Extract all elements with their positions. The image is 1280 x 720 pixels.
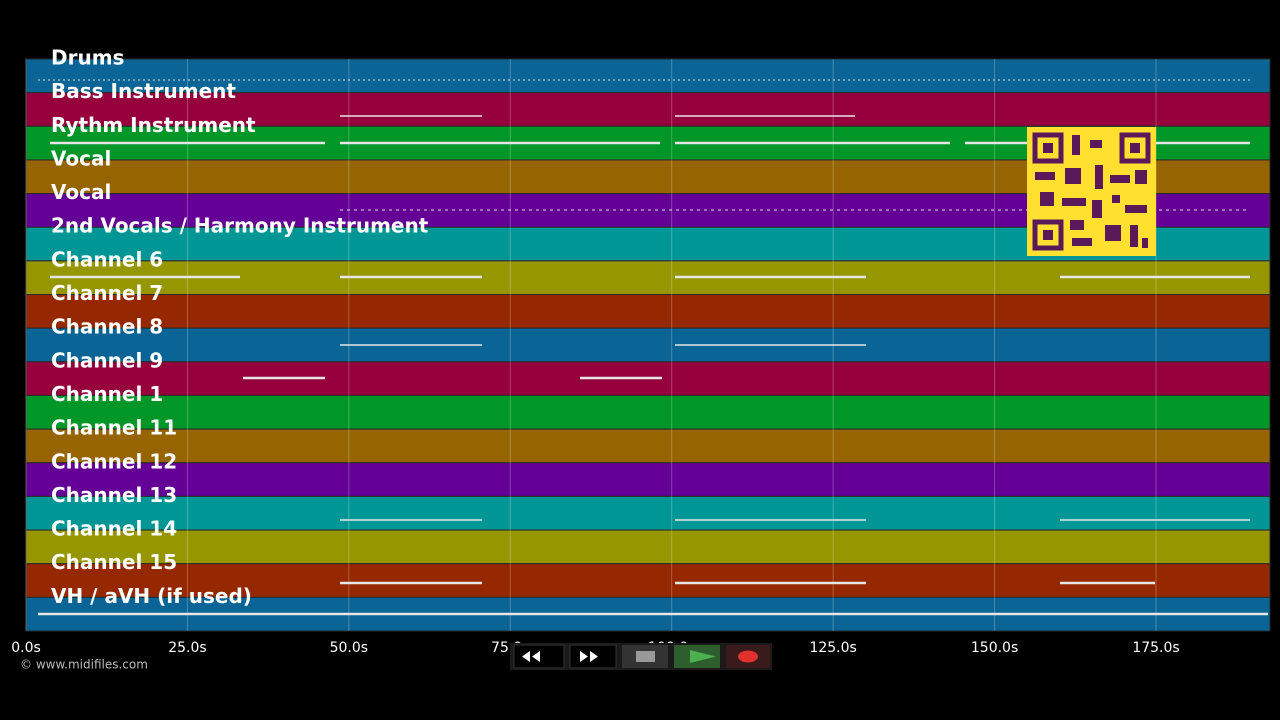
track-label: Drums <box>51 46 124 70</box>
time-tick-label: 0.0s <box>11 640 41 656</box>
track-band <box>25 294 1271 329</box>
track-label: Channel 7 <box>51 281 163 305</box>
track-band <box>25 92 1271 127</box>
track-label: Channel 9 <box>51 348 163 372</box>
qr-finder <box>1032 219 1064 251</box>
qr-finder <box>1032 132 1064 164</box>
track-label: 2nd Vocals / Harmony Instrument <box>51 214 429 238</box>
track-label: Rythm Instrument <box>51 113 256 137</box>
track-label: Channel 12 <box>51 449 177 473</box>
forward-button[interactable] <box>569 644 617 669</box>
qr-code <box>1027 127 1156 256</box>
track-band <box>25 394 1271 430</box>
track-label: Vocal <box>51 180 111 204</box>
track-label: Channel 13 <box>51 483 177 507</box>
track-label: Bass Instrument <box>51 79 236 103</box>
time-tick-label: 25.0s <box>168 640 206 656</box>
track-label: Channel 8 <box>51 315 163 339</box>
transport-toolbar <box>510 643 772 670</box>
time-tick-label: 50.0s <box>330 640 368 656</box>
track-label: VH / aVH (if used) <box>51 584 252 608</box>
track-label: Channel 11 <box>51 416 177 440</box>
record-button[interactable] <box>726 645 770 668</box>
track-band <box>25 563 1271 598</box>
qr-finder <box>1119 132 1151 164</box>
track-band <box>25 428 1271 464</box>
track-band <box>25 529 1271 565</box>
track-label: Channel 15 <box>51 550 177 574</box>
time-tick-label: 125.0s <box>809 640 856 656</box>
track-label: Channel 6 <box>51 247 163 271</box>
time-tick-label: 175.0s <box>1132 640 1179 656</box>
credit: © www.midifiles.com <box>20 658 148 672</box>
time-tick-label: 150.0s <box>971 640 1018 656</box>
track-band <box>25 58 1271 94</box>
track-label: Channel 14 <box>51 517 177 541</box>
track-band <box>25 327 1271 363</box>
stop-button[interactable] <box>622 645 668 668</box>
rewind-button[interactable] <box>513 644 565 669</box>
track-band <box>25 495 1271 531</box>
play-button[interactable] <box>674 645 720 668</box>
track-labels: Drums Bass Instrument Rythm Instrument Voca… <box>51 46 429 608</box>
track-label: Vocal <box>51 146 111 170</box>
track-label: Channel 1 <box>51 382 163 406</box>
track-band <box>25 462 1271 497</box>
